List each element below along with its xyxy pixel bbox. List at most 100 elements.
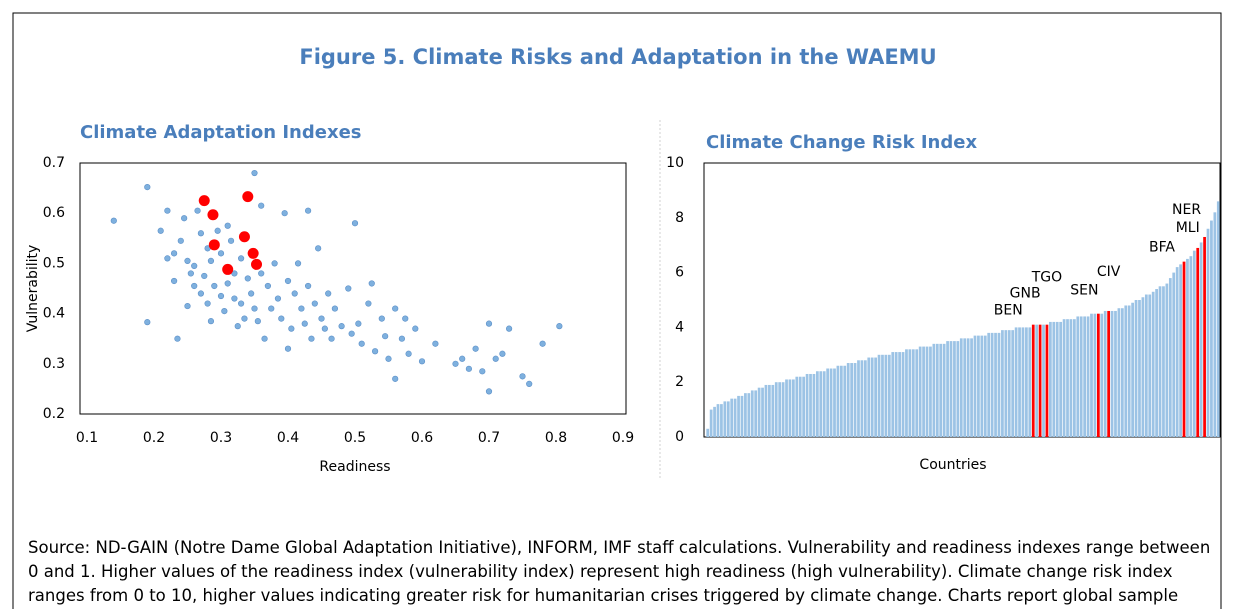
bar <box>970 338 973 437</box>
point <box>348 330 355 337</box>
bar-label: BFA <box>1149 240 1175 256</box>
bar <box>901 352 905 437</box>
x-tick-label: 0.5 <box>344 430 366 446</box>
bar <box>905 349 908 437</box>
bar <box>792 379 795 437</box>
bar <box>1052 321 1056 437</box>
point <box>281 210 288 217</box>
point <box>238 231 250 243</box>
bar <box>1134 300 1138 437</box>
point <box>241 315 248 322</box>
bar <box>894 352 898 437</box>
bar <box>1004 330 1008 437</box>
point <box>325 290 332 297</box>
bar <box>891 352 895 437</box>
bar <box>887 354 891 437</box>
bar <box>1018 327 1021 437</box>
bar <box>1114 310 1117 437</box>
bar <box>863 360 867 437</box>
bar <box>946 341 949 437</box>
bar <box>1144 294 1148 437</box>
point <box>254 318 261 325</box>
bar <box>1031 324 1035 437</box>
point <box>242 191 254 203</box>
point <box>459 355 466 362</box>
bar <box>1011 330 1015 437</box>
bar <box>788 379 792 437</box>
point <box>392 375 399 382</box>
point <box>238 255 245 262</box>
bar <box>706 428 710 437</box>
point <box>207 209 219 221</box>
y-tick-label: 0 <box>675 429 684 445</box>
bar <box>874 357 877 437</box>
point <box>465 365 473 372</box>
point <box>284 277 292 285</box>
plot-area <box>79 162 627 415</box>
point <box>164 255 171 262</box>
point <box>485 320 493 327</box>
bar <box>1158 286 1162 437</box>
y-tick-label: 0.7 <box>43 155 65 171</box>
point <box>418 358 426 365</box>
bar <box>857 360 860 437</box>
bar <box>1045 324 1049 437</box>
point <box>412 325 419 332</box>
bar <box>1148 294 1152 437</box>
bar <box>983 335 987 437</box>
bar <box>1021 327 1025 437</box>
point <box>485 388 493 395</box>
point <box>194 207 201 214</box>
bar <box>994 332 997 437</box>
bar <box>733 398 737 437</box>
point <box>328 335 335 342</box>
bar <box>990 332 994 437</box>
y-tick-label: 4 <box>675 319 684 335</box>
bar <box>1182 261 1186 437</box>
bar <box>1189 256 1193 437</box>
bar-label: SEN <box>1070 283 1098 299</box>
point <box>207 257 215 264</box>
bar <box>1120 308 1124 437</box>
point <box>315 245 322 252</box>
bar <box>925 346 929 437</box>
point <box>294 260 302 267</box>
bar <box>1072 319 1076 437</box>
y-tick-label: 0.2 <box>43 406 65 422</box>
point <box>472 345 479 352</box>
bar <box>1038 324 1042 437</box>
point <box>217 292 225 300</box>
bar <box>1042 324 1045 437</box>
bar <box>850 363 854 437</box>
bar-label: NER <box>1172 202 1201 218</box>
bar <box>911 349 915 437</box>
bar <box>1093 313 1097 437</box>
y-tick-label: 8 <box>675 210 684 226</box>
point <box>198 195 210 207</box>
bar <box>977 335 980 437</box>
point <box>247 247 259 259</box>
bar <box>833 368 836 437</box>
bar <box>1083 316 1087 437</box>
bar <box>846 363 850 437</box>
bar <box>730 398 734 437</box>
bar <box>754 390 758 437</box>
bar-label: GNB <box>1010 286 1041 302</box>
bar <box>747 393 751 437</box>
point <box>221 307 228 315</box>
point <box>405 350 412 357</box>
point <box>556 323 563 330</box>
point <box>284 345 292 352</box>
bar <box>1062 319 1066 437</box>
bar <box>805 373 809 437</box>
bar <box>726 401 730 437</box>
x-axis-label: Readiness <box>319 459 390 475</box>
bar <box>822 371 826 437</box>
point <box>248 290 255 297</box>
bar <box>1001 330 1004 437</box>
point <box>268 305 275 312</box>
bar <box>778 382 782 437</box>
bar <box>980 335 984 437</box>
bar <box>1096 313 1100 437</box>
bar <box>1014 327 1018 437</box>
